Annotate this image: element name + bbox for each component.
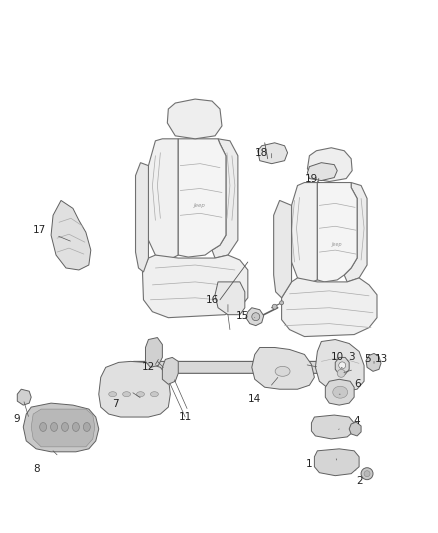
Text: 17: 17 [32,225,46,235]
Text: 14: 14 [248,394,261,404]
Polygon shape [366,353,381,372]
Polygon shape [17,389,31,405]
Polygon shape [314,449,359,475]
Text: 2: 2 [356,475,362,486]
Polygon shape [131,361,324,373]
Ellipse shape [333,386,348,398]
Polygon shape [162,358,178,384]
Text: 8: 8 [33,464,39,474]
Polygon shape [311,415,354,439]
Polygon shape [31,409,95,447]
Text: 5: 5 [364,354,371,365]
Ellipse shape [252,313,260,321]
Polygon shape [51,200,91,270]
Ellipse shape [72,423,79,431]
Ellipse shape [337,369,345,377]
Ellipse shape [279,301,283,305]
Polygon shape [307,148,352,182]
Text: 7: 7 [113,399,119,409]
Text: 18: 18 [255,148,268,158]
Ellipse shape [123,392,131,397]
Ellipse shape [272,304,277,309]
Polygon shape [135,163,148,272]
Polygon shape [292,182,318,284]
Ellipse shape [50,423,57,431]
Polygon shape [246,308,264,326]
Text: 19: 19 [305,174,318,183]
Ellipse shape [339,362,346,369]
Polygon shape [178,139,226,257]
Polygon shape [212,139,238,258]
Polygon shape [307,163,337,181]
Polygon shape [99,361,170,417]
Ellipse shape [61,423,68,431]
Polygon shape [167,99,222,139]
Ellipse shape [109,392,117,397]
Text: 9: 9 [13,414,20,424]
Polygon shape [318,182,357,282]
Polygon shape [349,422,361,436]
Text: 1: 1 [306,459,313,469]
Polygon shape [344,182,367,282]
Polygon shape [215,282,245,314]
Text: Jeep: Jeep [332,241,343,247]
Polygon shape [325,379,354,405]
Ellipse shape [137,392,145,397]
Polygon shape [148,139,178,260]
Ellipse shape [150,392,159,397]
Polygon shape [252,348,314,389]
Ellipse shape [361,468,373,480]
Polygon shape [274,200,292,298]
Text: 11: 11 [179,412,192,422]
Text: 12: 12 [142,362,155,373]
Text: Jeep: Jeep [194,203,206,208]
Text: 15: 15 [236,311,250,321]
Ellipse shape [40,423,46,431]
Polygon shape [142,255,248,318]
Text: 10: 10 [331,352,344,362]
Polygon shape [335,358,349,374]
Text: 13: 13 [374,354,388,365]
Polygon shape [258,143,288,164]
Text: 3: 3 [348,352,354,362]
Text: 16: 16 [205,295,219,305]
Ellipse shape [275,366,290,376]
Polygon shape [23,403,99,452]
Text: 6: 6 [354,379,360,389]
Ellipse shape [364,471,370,477]
Polygon shape [282,278,377,336]
Polygon shape [145,337,162,367]
Text: 4: 4 [354,416,360,426]
Ellipse shape [83,423,90,431]
Polygon shape [315,340,364,391]
